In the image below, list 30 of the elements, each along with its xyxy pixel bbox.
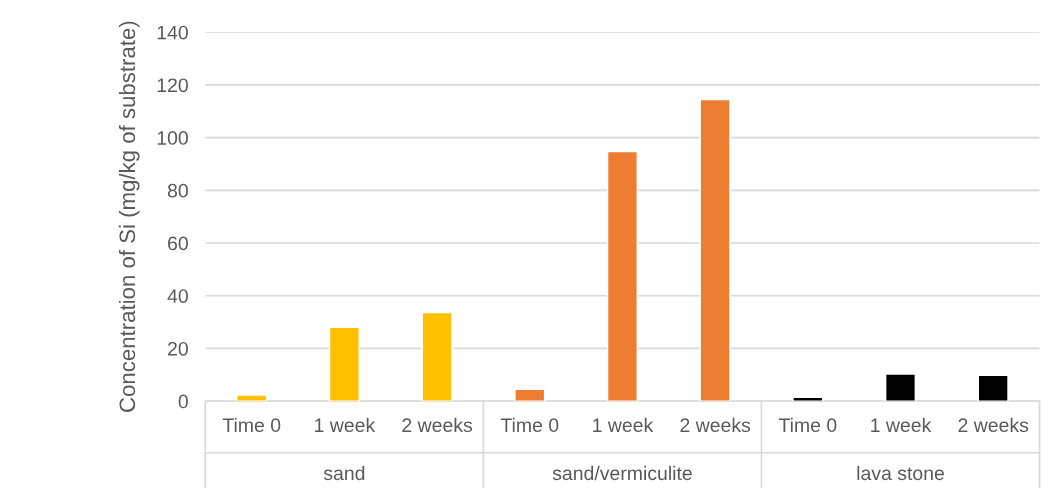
x-tick-label: 1 week (315, 417, 376, 433)
y-axis-title: Concentration of Si (mg/kg of substrate) (118, 21, 140, 412)
bar (514, 388, 546, 402)
y-tick-label: 0 (178, 394, 188, 409)
y-tick-label: 60 (168, 236, 188, 251)
bar (421, 311, 453, 402)
y-tick-label: 120 (157, 78, 188, 93)
text: lava stone (857, 465, 944, 481)
y-tick-label: 40 (167, 289, 188, 303)
x-tick-label: 2 weeks (680, 417, 751, 433)
x-tick-label: Time 0 (500, 417, 559, 433)
y-tick-label: 80 (167, 183, 188, 198)
bar (884, 373, 917, 402)
x-tick-label: Time 0 (778, 417, 837, 433)
x-tick-label: 1 week (871, 417, 932, 433)
x-tick-label: 1 week (593, 417, 654, 433)
bar (977, 374, 1009, 402)
bar (699, 98, 731, 402)
bar (328, 326, 360, 402)
text: sand (323, 465, 365, 481)
y-tick-label: 100 (157, 131, 188, 145)
bar (606, 150, 638, 402)
text: sand/vermiculite (552, 465, 692, 481)
y-tick-label: 20 (168, 341, 188, 356)
bar (792, 396, 824, 402)
y-tick-label: 140 (157, 25, 188, 40)
x-tick-label: Time 0 (222, 417, 281, 433)
x-tick-label: 2 weeks (402, 417, 473, 433)
x-tick-label: 2 weeks (958, 417, 1029, 433)
bar (236, 394, 268, 402)
